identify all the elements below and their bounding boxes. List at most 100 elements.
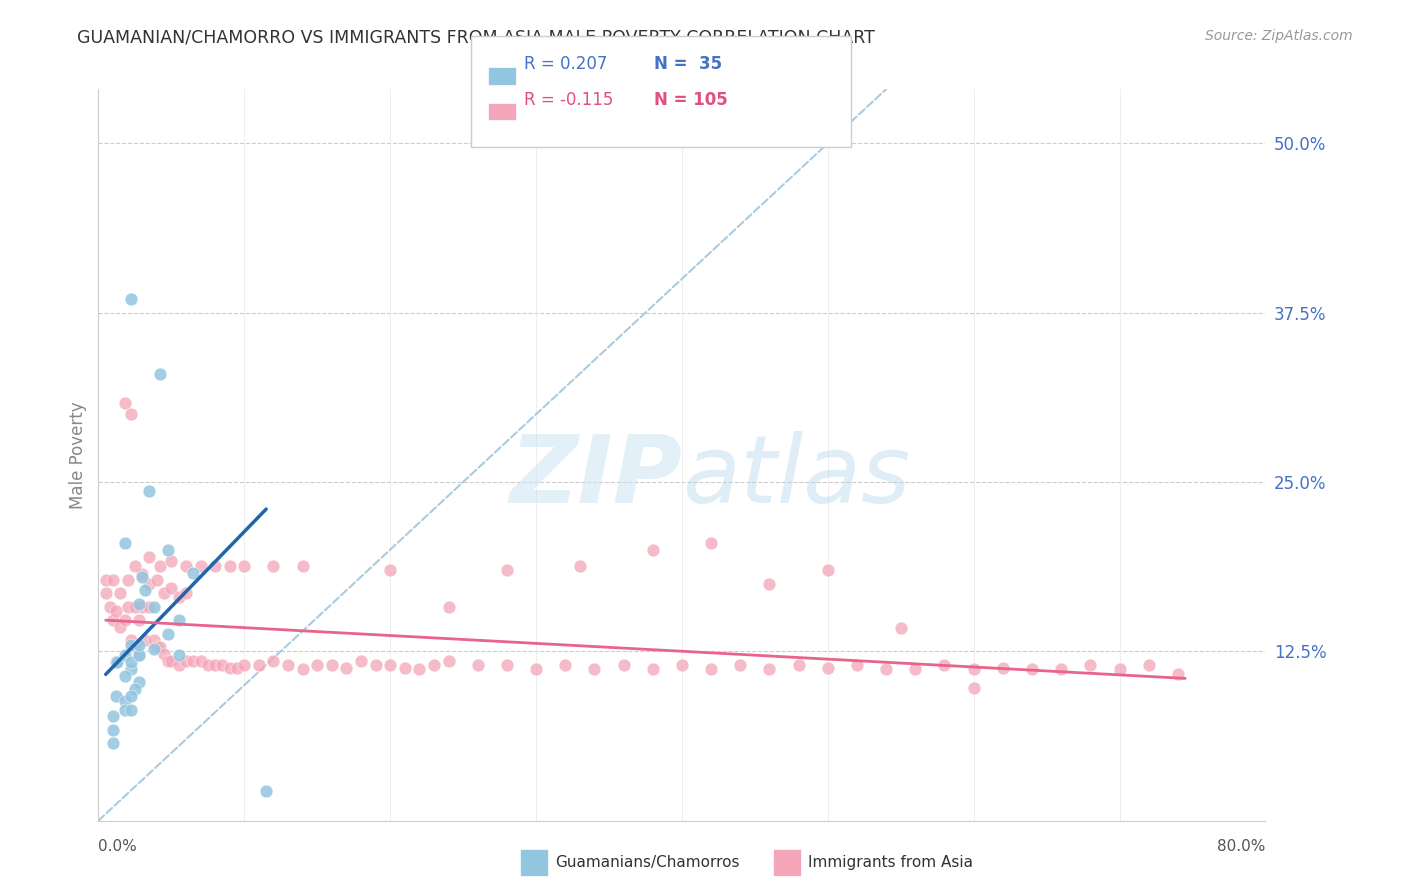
Point (120, 633, 142, 648)
Point (233, 657, 256, 672)
Point (671, 657, 693, 672)
Point (117, 573, 139, 587)
Text: 0.0%: 0.0% (98, 838, 138, 854)
Point (962, 681, 984, 695)
Point (174, 586, 197, 600)
Point (291, 559, 314, 574)
Point (991, 660, 1014, 674)
Point (94, 586, 117, 600)
Point (142, 599, 165, 614)
Point (1167, 667, 1189, 681)
Point (101, 736, 124, 750)
Point (114, 669, 136, 683)
Point (174, 559, 197, 574)
Point (110, 586, 132, 600)
Point (153, 586, 176, 600)
Point (110, 620, 132, 634)
Point (218, 660, 240, 674)
Point (128, 648, 150, 663)
Point (149, 640, 172, 655)
Point (98, 599, 121, 614)
Point (131, 567, 153, 582)
Point (138, 549, 160, 564)
Point (146, 640, 169, 655)
Point (1108, 662, 1130, 676)
Point (846, 657, 869, 672)
Point (700, 662, 723, 676)
Point (157, 542, 180, 557)
Point (380, 563, 402, 577)
Point (262, 559, 284, 574)
Point (321, 657, 343, 672)
Point (1021, 662, 1043, 676)
Point (364, 657, 387, 672)
Point (394, 660, 416, 674)
Point (218, 559, 240, 574)
Point (233, 559, 256, 574)
Point (114, 694, 136, 708)
Point (700, 536, 723, 550)
Point (120, 292, 142, 306)
Point (120, 407, 142, 421)
Point (190, 559, 212, 574)
Point (181, 654, 204, 668)
Point (153, 647, 176, 661)
Point (197, 657, 219, 672)
Point (167, 590, 190, 604)
Point (204, 657, 226, 672)
Text: atlas: atlas (682, 432, 910, 523)
Point (568, 559, 591, 574)
Point (101, 613, 124, 627)
Point (167, 613, 190, 627)
Point (335, 660, 357, 674)
Point (423, 657, 446, 672)
Point (437, 654, 460, 668)
Point (226, 660, 249, 674)
Point (114, 396, 136, 410)
Point (138, 599, 160, 614)
Point (124, 682, 146, 697)
Point (120, 638, 142, 652)
Point (380, 657, 402, 672)
Point (254, 784, 277, 798)
Point (160, 654, 183, 668)
Point (128, 613, 150, 627)
Text: R = -0.115: R = -0.115 (524, 91, 614, 109)
Point (104, 689, 127, 703)
Point (247, 657, 270, 672)
Point (142, 633, 165, 648)
Point (134, 633, 156, 648)
Point (291, 662, 314, 676)
Point (262, 654, 284, 668)
Point (124, 559, 146, 574)
Point (496, 657, 519, 672)
Point (160, 581, 183, 595)
Text: GUAMANIAN/CHAMORRO VS IMMIGRANTS FROM ASIA MALE POVERTY CORRELATION CHART: GUAMANIAN/CHAMORRO VS IMMIGRANTS FROM AS… (77, 29, 875, 46)
Point (167, 657, 190, 672)
Text: Immigrants from Asia: Immigrants from Asia (808, 855, 973, 870)
Point (612, 657, 634, 672)
Point (554, 657, 576, 672)
Point (128, 648, 150, 663)
Point (142, 641, 165, 656)
Point (641, 542, 664, 557)
Y-axis label: Male Poverty: Male Poverty (69, 401, 87, 508)
Point (167, 648, 190, 663)
Point (114, 613, 136, 627)
Point (120, 655, 142, 669)
Point (105, 655, 128, 669)
Text: N =  35: N = 35 (654, 55, 721, 73)
Point (157, 626, 180, 640)
Point (94, 573, 117, 587)
Point (204, 559, 226, 574)
Point (124, 599, 146, 614)
Text: ZIP: ZIP (509, 431, 682, 523)
Point (1080, 657, 1102, 672)
Text: 80.0%: 80.0% (1218, 838, 1265, 854)
Point (408, 662, 430, 676)
Point (149, 367, 172, 381)
Point (583, 662, 606, 676)
Point (758, 576, 780, 591)
Point (758, 662, 780, 676)
Point (787, 657, 810, 672)
